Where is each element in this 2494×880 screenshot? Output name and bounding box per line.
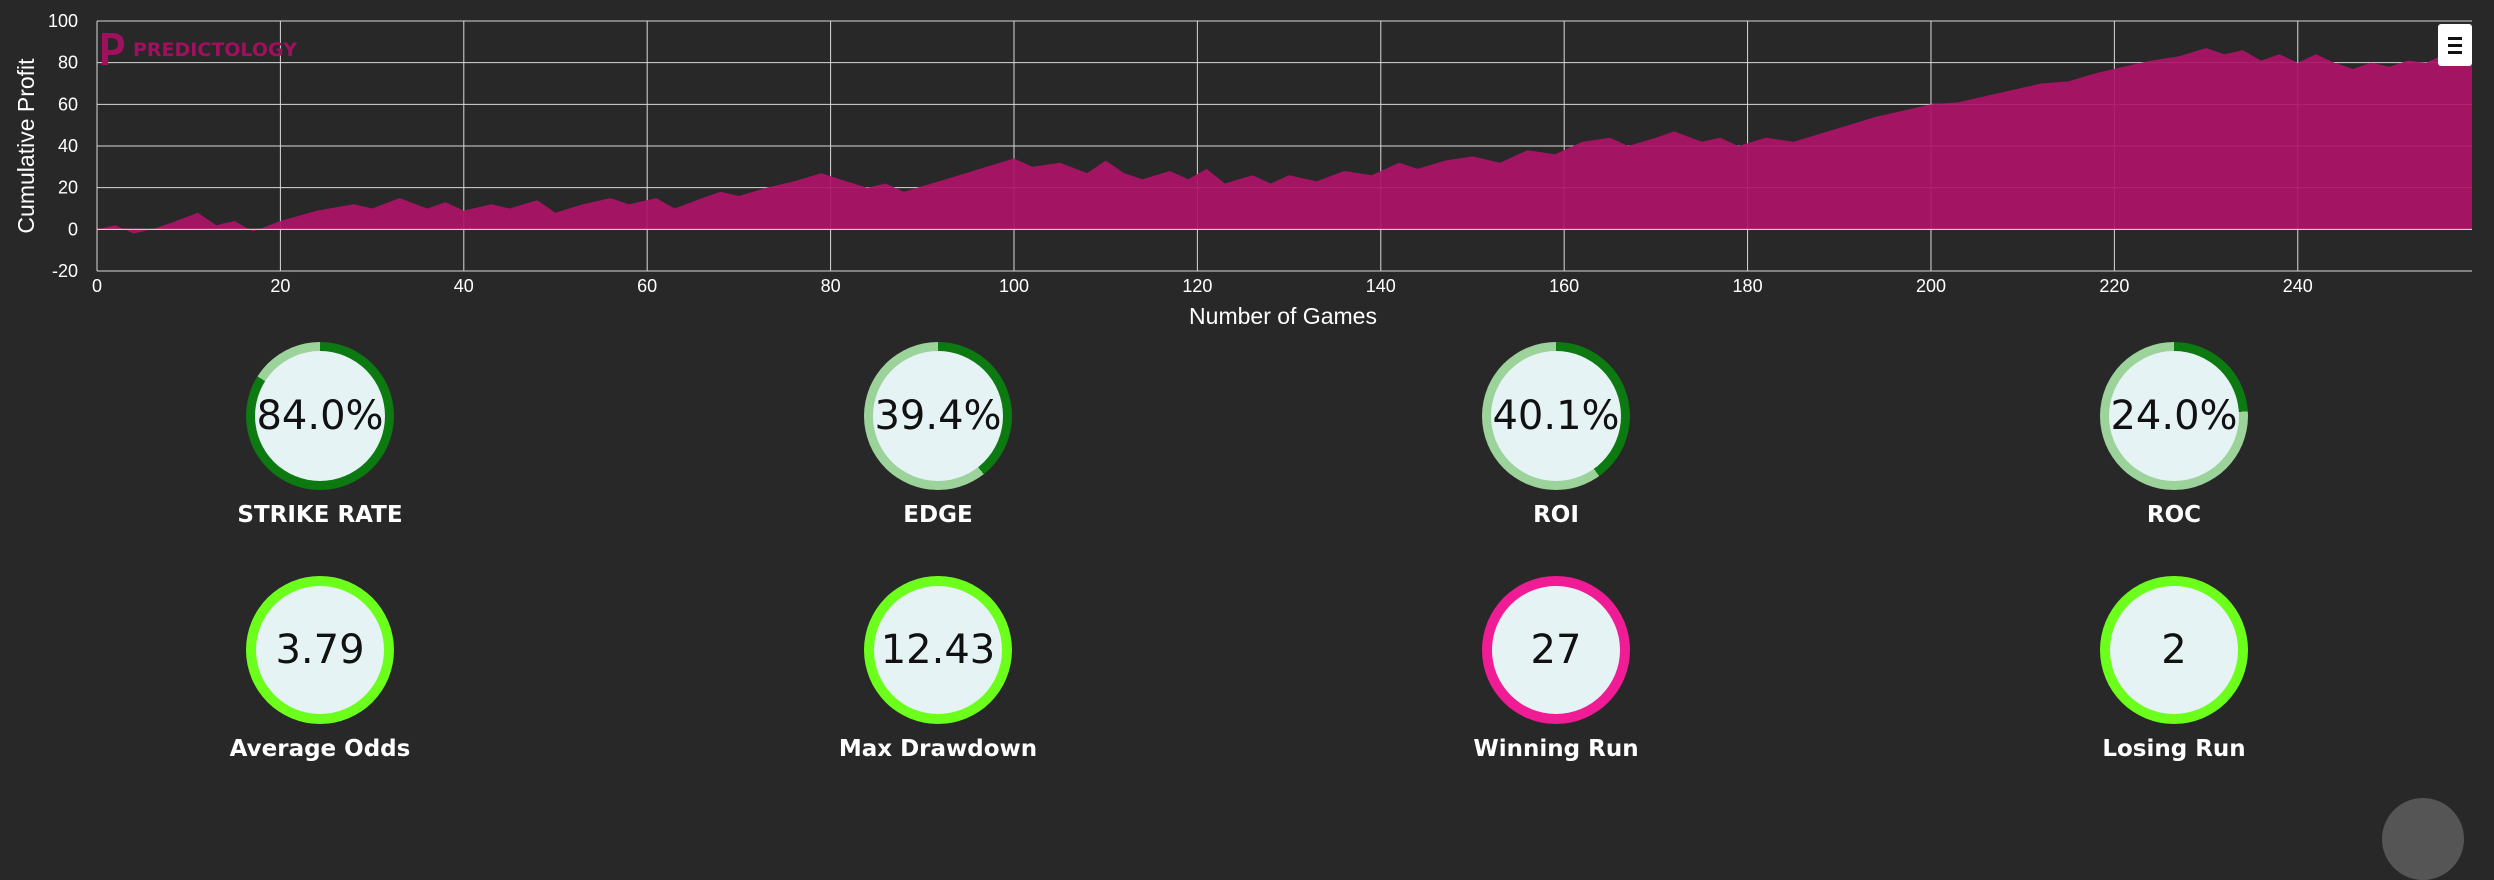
average-odds-value: 3.79: [256, 586, 384, 714]
x-tick-label: 60: [637, 276, 657, 296]
y-tick-label: 20: [58, 178, 78, 198]
losing-run-label: Losing Run: [2102, 736, 2246, 762]
roc-value: 24.0%: [2109, 351, 2239, 481]
stat-max-drawdown: 12.43 Max Drawdown: [738, 576, 1138, 762]
strike-rate-label: STRIKE RATE: [237, 502, 403, 528]
strike-rate-gauge: 84.0%: [246, 342, 394, 490]
hamburger-icon-bar: [2448, 43, 2462, 47]
x-tick-label: 200: [1916, 276, 1946, 296]
y-tick-label: -20: [52, 261, 78, 281]
x-tick-label: 100: [999, 276, 1029, 296]
stat-roc: 24.0% ROC: [1974, 342, 2374, 528]
y-tick-label: 80: [58, 53, 78, 73]
roi-gauge: 40.1%: [1482, 342, 1630, 490]
scroll-top-button[interactable]: [2382, 798, 2464, 880]
y-tick-label: 40: [58, 136, 78, 156]
roc-label: ROC: [2146, 502, 2202, 528]
stat-average-odds: 3.79 Average Odds: [120, 576, 520, 762]
max-drawdown-value: 12.43: [874, 586, 1002, 714]
hamburger-icon-bar: [2448, 50, 2462, 54]
max-drawdown-ring: 12.43: [864, 576, 1012, 724]
x-tick-label: 0: [92, 276, 102, 296]
losing-run-ring: 2: [2100, 576, 2248, 724]
y-tick-label: 0: [68, 219, 78, 239]
x-tick-label: 40: [454, 276, 474, 296]
logo: PREDICTOLOGY: [102, 33, 297, 65]
x-tick-label: 80: [821, 276, 841, 296]
x-tick-label: 140: [1366, 276, 1396, 296]
average-odds-label: Average Odds: [229, 736, 411, 762]
logo-icon: [102, 33, 124, 65]
stat-winning-run: 27 Winning Run: [1356, 576, 1756, 762]
profit-chart: -20 0 20 40 60 80 100 0 20 40 60 80 100 120 140 160 180…: [13, 11, 2472, 329]
edge-label: EDGE: [903, 502, 973, 528]
roi-value: 40.1%: [1491, 351, 1621, 481]
x-axis-ticks: 0 20 40 60 80 100 120 140 160 180 200 220 240: [92, 276, 2313, 296]
x-tick-label: 20: [270, 276, 290, 296]
y-axis-title: Cumulative Profit: [13, 58, 39, 234]
roi-label: ROI: [1533, 502, 1579, 528]
x-tick-label: 180: [1733, 276, 1763, 296]
y-tick-label: 100: [48, 11, 78, 31]
winning-run-label: Winning Run: [1473, 736, 1639, 762]
losing-run-value: 2: [2110, 586, 2238, 714]
strike-rate-value: 84.0%: [255, 351, 385, 481]
x-tick-label: 120: [1182, 276, 1212, 296]
y-axis-ticks: -20 0 20 40 60 80 100: [48, 11, 78, 281]
max-drawdown-label: Max Drawdown: [838, 736, 1038, 762]
logo-text: PREDICTOLOGY: [133, 39, 297, 61]
hamburger-icon-bar: [2448, 36, 2462, 40]
average-odds-ring: 3.79: [246, 576, 394, 724]
x-tick-label: 160: [1549, 276, 1579, 296]
stat-strike-rate: 84.0% STRIKE RATE: [120, 342, 520, 528]
winning-run-value: 27: [1492, 586, 1620, 714]
cumulative-profit-area: [97, 48, 2472, 234]
chart-menu-button[interactable]: [2438, 24, 2472, 66]
y-tick-label: 60: [58, 94, 78, 114]
edge-value: 39.4%: [873, 351, 1003, 481]
stat-edge: 39.4% EDGE: [738, 342, 1138, 528]
x-tick-label: 240: [2283, 276, 2313, 296]
x-axis-title: Number of Games: [1189, 303, 1377, 329]
roc-gauge: 24.0%: [2100, 342, 2248, 490]
stat-roi: 40.1% ROI: [1356, 342, 1756, 528]
winning-run-ring: 27: [1482, 576, 1630, 724]
stat-losing-run: 2 Losing Run: [1974, 576, 2374, 762]
x-tick-label: 220: [2099, 276, 2129, 296]
edge-gauge: 39.4%: [864, 342, 1012, 490]
